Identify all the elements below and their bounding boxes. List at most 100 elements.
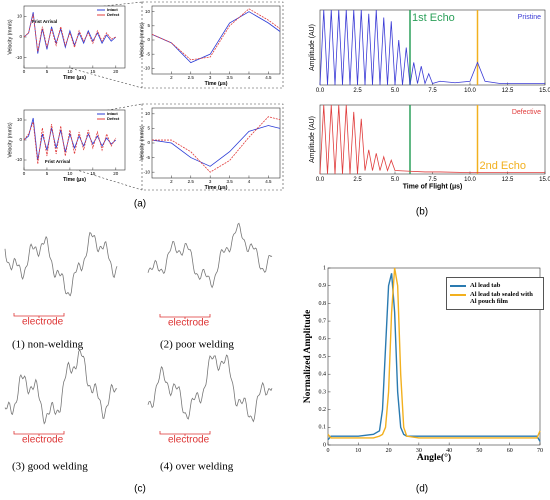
x-tick-label: 3.5 — [226, 75, 233, 80]
signal-trace — [147, 354, 273, 423]
x-tick-label: 10.0 — [464, 88, 476, 94]
electrode-label: electrode — [22, 435, 64, 446]
x-tick-label: 30 — [416, 448, 422, 454]
x-tick-label: 5 — [46, 171, 49, 176]
y-tick-label: 1 — [323, 265, 326, 271]
data-line — [327, 273, 541, 442]
y-tick-label: 0 — [147, 140, 150, 145]
y-tick-label: -10 — [15, 157, 22, 162]
y-tick-label: 0.2 — [319, 407, 327, 413]
electrode-bracket — [159, 314, 211, 319]
data-line — [319, 9, 545, 86]
legend-label: Intact — [107, 111, 118, 116]
trace-caption: (3) good welding — [12, 461, 88, 473]
plot-frame — [151, 107, 281, 179]
x-axis-label: Time (μs) — [63, 177, 86, 183]
x-tick-label: 40 — [446, 448, 452, 454]
legend-label: Defect — [107, 12, 120, 17]
x-tick-label: 2 — [170, 179, 173, 184]
x-tick-label: 70 — [537, 448, 543, 454]
x-tick-label: 15 — [90, 171, 96, 176]
x-tick-label: 20 — [113, 171, 119, 176]
x-tick-label: 2.5 — [353, 88, 362, 94]
x-tick-label: 7.5 — [428, 177, 437, 183]
y-tick-label: -10 — [143, 169, 150, 174]
x-tick-label: 60 — [507, 448, 513, 454]
y-tick-label: 0.1 — [319, 425, 327, 431]
data-line — [319, 104, 545, 175]
x-tick-label: 15 — [90, 69, 96, 74]
signal-trace — [147, 222, 273, 289]
y-tick-label: 0 — [323, 442, 326, 448]
x-tick-label: 2.5 — [188, 179, 195, 184]
y-tick-label: -5 — [146, 155, 150, 160]
legend-label: Defect — [107, 116, 120, 121]
x-tick-label: 7.5 — [428, 88, 437, 94]
y-axis-label: Velocity (mm/s) — [7, 19, 13, 55]
x-tick-label: 15.0 — [539, 88, 550, 94]
x-tick-label: 0.0 — [316, 88, 325, 94]
legend-label: Defective — [512, 109, 541, 116]
echo-label: 2nd Echo — [480, 160, 526, 172]
echo-label: 1st Echo — [412, 12, 455, 24]
x-tick-label: 3 — [209, 179, 212, 184]
electrode-label: electrode — [168, 318, 210, 329]
signal-trace — [4, 231, 118, 297]
electrode-label: electrode — [22, 317, 64, 328]
legend-label: Pristine — [518, 14, 541, 21]
electrode-label: electrode — [168, 435, 210, 446]
panel-label: (a) — [134, 199, 146, 210]
plot-frame — [319, 104, 546, 175]
y-tick-label: 0.7 — [319, 318, 327, 324]
x-tick-label: 4.5 — [265, 179, 272, 184]
y-tick-label: 0.6 — [319, 336, 327, 342]
x-tick-label: 2.5 — [353, 177, 362, 183]
x-tick-label: 50 — [476, 448, 482, 454]
electrode-bracket — [13, 431, 65, 436]
y-tick-label: 0 — [19, 137, 22, 142]
panel-label: (d) — [416, 484, 428, 495]
x-tick-label: 3.5 — [226, 179, 233, 184]
x-tick-label: 10 — [67, 171, 73, 176]
y-tick-label: 0.4 — [319, 372, 327, 378]
y-tick-label: 0.3 — [319, 389, 327, 395]
x-tick-label: 15.0 — [539, 177, 550, 183]
x-tick-label: 20 — [113, 69, 119, 74]
y-tick-label: 5 — [147, 23, 150, 28]
x-tick-label: 4 — [248, 75, 251, 80]
x-tick-label: 0 — [23, 69, 26, 74]
data-line — [151, 8, 281, 61]
signal-trace — [4, 348, 118, 425]
y-tick-label: 0 — [147, 37, 150, 42]
data-line — [23, 121, 117, 165]
x-axis-label: Time (μs) — [205, 81, 228, 87]
y-axis-label: Normalized Amplitude — [302, 309, 313, 403]
x-tick-label: 10.0 — [464, 177, 476, 183]
plot-frame — [319, 9, 546, 86]
trace-caption: (4) over welding — [160, 461, 234, 473]
x-tick-label: 0.0 — [316, 177, 325, 183]
panel-label: (c) — [134, 484, 146, 495]
data-line — [151, 125, 281, 167]
x-tick-label: 5.0 — [391, 88, 400, 94]
y-tick-label: 10 — [17, 117, 23, 122]
y-axis-label: Velocity (mm/s) — [139, 22, 145, 58]
legend: Al lead tab Al lead tab sealed with Al po… — [446, 277, 544, 310]
electrode-bracket — [13, 313, 65, 318]
legend-swatch — [450, 294, 466, 296]
data-line — [152, 116, 281, 173]
y-axis-label: Amplitude (AU) — [309, 24, 316, 71]
x-tick-label: 4 — [248, 179, 251, 184]
x-tick-label: 10 — [355, 448, 361, 454]
x-axis-label: Time (μs) — [205, 185, 228, 191]
y-tick-label: 5 — [147, 126, 150, 131]
x-tick-label: 4.5 — [265, 75, 272, 80]
legend-item: Al lead tab sealed with Al pouch film — [450, 291, 540, 305]
legend-item: Al lead tab — [450, 282, 540, 289]
data-line — [327, 267, 541, 439]
x-tick-label: 20 — [386, 448, 392, 454]
y-tick-label: -5 — [146, 51, 150, 56]
legend-label: Al lead tab — [470, 282, 501, 289]
